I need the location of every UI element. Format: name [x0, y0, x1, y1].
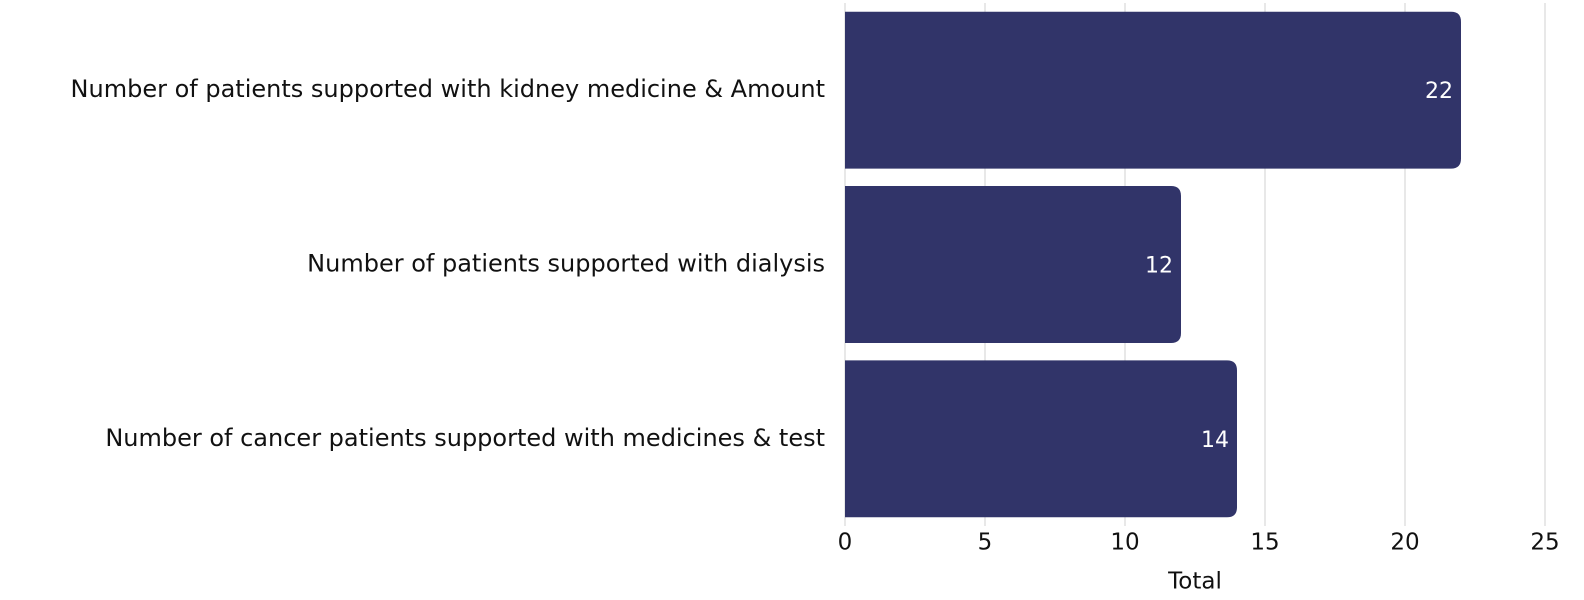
bar [845, 360, 1237, 518]
x-axis-title: Total [1167, 569, 1222, 595]
y-tick-label: Number of patients supported with kidney… [71, 75, 825, 103]
bar [845, 186, 1181, 343]
value-label: 14 [1201, 428, 1229, 453]
x-tick-label: 15 [1250, 530, 1279, 556]
x-tick-label: 0 [838, 530, 853, 556]
x-tick-label: 20 [1390, 530, 1419, 556]
bar [845, 11, 1461, 169]
value-label: 12 [1145, 254, 1173, 279]
x-tick-label: 5 [978, 530, 993, 556]
y-tick-label: Number of cancer patients supported with… [105, 424, 825, 452]
x-tick-label: 10 [1110, 530, 1139, 556]
value-label: 22 [1425, 79, 1453, 104]
x-tick-label: 25 [1530, 530, 1559, 556]
y-tick-label: Number of patients supported with dialys… [307, 250, 825, 278]
